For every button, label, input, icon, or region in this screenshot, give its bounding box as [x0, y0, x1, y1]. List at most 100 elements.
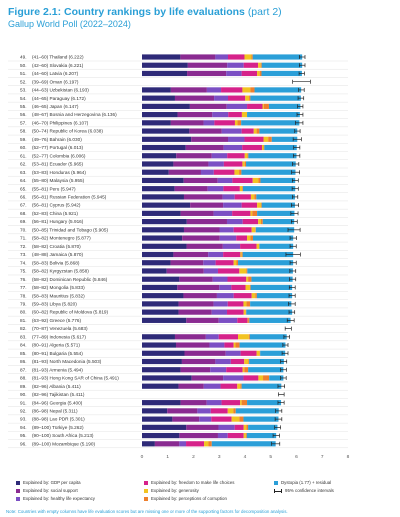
bar-segment-health: [222, 194, 235, 200]
bar-segment-gdp: [142, 103, 190, 109]
row-label: 51. (44–60) Latvia (6.207): [20, 71, 79, 76]
bar-segment-corruption: [237, 120, 242, 126]
country-name-score: Tajikistan (5.411): [48, 392, 85, 397]
row-label: 83. (77–89) Indonesia (5.617): [20, 334, 86, 339]
rank-number: 55.: [20, 104, 27, 109]
bar-segment-dystopia: [241, 169, 296, 175]
bar-segment-social: [189, 103, 227, 109]
bar-segment-social: [187, 62, 228, 68]
bar-segment-freedom: [221, 87, 243, 93]
bar-segment-gdp: [142, 120, 171, 126]
bar-segment-generosity: [253, 128, 257, 134]
bar-segment-gdp: [142, 309, 179, 315]
rank-number: 50.: [20, 63, 27, 68]
country-name-score: Oman (6.197): [48, 79, 79, 84]
row-label: 68. (52–83) China (5.921): [20, 211, 78, 216]
bar-segment-social: [178, 309, 212, 315]
country-name-score: Bosnia and Herzegovina (6.136): [48, 112, 117, 117]
bar-segment-gdp: [142, 317, 187, 323]
bar-segment-social: [170, 260, 204, 266]
bar-segment-gdp: [142, 202, 191, 208]
bar-segment-health: [203, 260, 216, 266]
rank-number: 79.: [20, 302, 27, 307]
bar-segment-freedom: [227, 276, 247, 282]
bar-segment-social: [191, 136, 229, 142]
bar-segment-generosity: [233, 260, 237, 266]
country-name-score: Hungary (5.916): [48, 219, 84, 224]
bar-segment-corruption: [235, 342, 240, 348]
rank-range: (81–93): [32, 359, 49, 364]
row-label: 72. (58–82) Croatia (5.870): [20, 244, 81, 249]
rank-range: (58–82): [32, 269, 49, 274]
bar-segment-gdp: [142, 243, 187, 249]
bar-segment-freedom: [221, 400, 241, 406]
country-name-score: Croatia (5.870): [48, 244, 81, 249]
rank-number: 80.: [20, 310, 27, 315]
row-label: 62. (53–81) Ecuador (5.965): [20, 162, 84, 167]
bar-segment-health: [203, 120, 215, 126]
bar-segment-social: [180, 367, 211, 373]
bar-segment-gdp: [142, 136, 192, 142]
bar-segment-gdp: [142, 128, 190, 134]
bar-segment-social: [176, 153, 212, 159]
bar-segment-health: [210, 367, 227, 373]
country-name-score: Mozambique (5.190): [51, 441, 96, 446]
country-name-score: Montenegro (5.877): [48, 236, 91, 241]
rank-number: 83.: [20, 334, 27, 339]
bar-segment-health: [203, 383, 221, 389]
bar-segment-health: [203, 268, 218, 274]
bar-segment-freedom: [231, 284, 246, 291]
row-label: 77. (58–82) Mongolia (5.833): [20, 285, 85, 290]
bar-segment-gdp: [142, 268, 167, 274]
rank-number: 70.: [20, 227, 27, 232]
bar-segment-dystopia: [256, 194, 295, 200]
bar-segment-corruption: [249, 95, 251, 101]
row-label: 61. (52–77) Colombia (6.006): [20, 153, 86, 158]
bar-segment-social: [177, 112, 213, 118]
legend: Explained by: GDP per capita Explained b…: [6, 480, 398, 506]
bar-segment-corruption: [252, 210, 258, 216]
bar-segment-health: [211, 309, 227, 315]
bar-segment-health: [208, 161, 224, 167]
legend-swatch-social: [16, 488, 20, 493]
bar-segment-social: [174, 334, 206, 340]
rank-range: (58–82): [32, 244, 49, 249]
bar-segment-generosity: [244, 54, 252, 60]
bar-segment-social: [167, 408, 198, 414]
bar-segment-dystopia: [247, 400, 282, 406]
country-name-score: Jamaica (5.870): [48, 252, 83, 257]
bar-segment-health: [213, 210, 233, 216]
row-label: 53. (44–63) Uzbekistan (6.193): [20, 88, 89, 93]
bar-segment-freedom: [224, 342, 234, 348]
bar-segment-corruption: [248, 317, 250, 323]
country-name-score: Indonesia (5.617): [48, 334, 86, 339]
rank-range: (46–65): [32, 104, 49, 109]
rank-number: 81.: [20, 318, 27, 323]
bar-segment-health: [219, 227, 234, 233]
country-name-score: China (5.921): [48, 211, 78, 216]
bar-segment-freedom: [226, 367, 243, 373]
bar-segment-health: [219, 284, 232, 291]
bar-segment-generosity: [234, 120, 238, 126]
bar-segment-gdp: [142, 424, 187, 430]
bar-segment-gdp: [142, 358, 182, 365]
bar-segment-social: [185, 144, 224, 151]
country-name-score: Algeria (5.571): [48, 343, 80, 348]
bar-segment-gdp: [142, 251, 174, 258]
row-label: 96. (89–100) Mozambique (5.190): [20, 441, 95, 446]
bar-segment-dystopia: [235, 408, 279, 414]
row-label: 84. (80–91) Algeria (5.571): [20, 343, 80, 348]
bar-segment-social: [180, 210, 214, 216]
bar-segment-gdp: [142, 62, 188, 68]
rank-number: 95.: [20, 433, 27, 438]
bar-segment-corruption: [244, 367, 249, 373]
bar-segment-corruption: [208, 441, 212, 447]
bar-segment-social: [178, 383, 204, 389]
figure-title-part: (part 2): [247, 6, 282, 18]
bar-segment-dystopia: [242, 186, 296, 192]
rank-range: (82–96): [32, 392, 49, 397]
country-name-score: Thailand (6.222): [48, 55, 84, 60]
bar-segment-gdp: [142, 112, 178, 118]
bar-segment-dystopia: [246, 432, 277, 439]
country-name-score: Hong Kong SAR of China (5.491): [48, 376, 119, 381]
